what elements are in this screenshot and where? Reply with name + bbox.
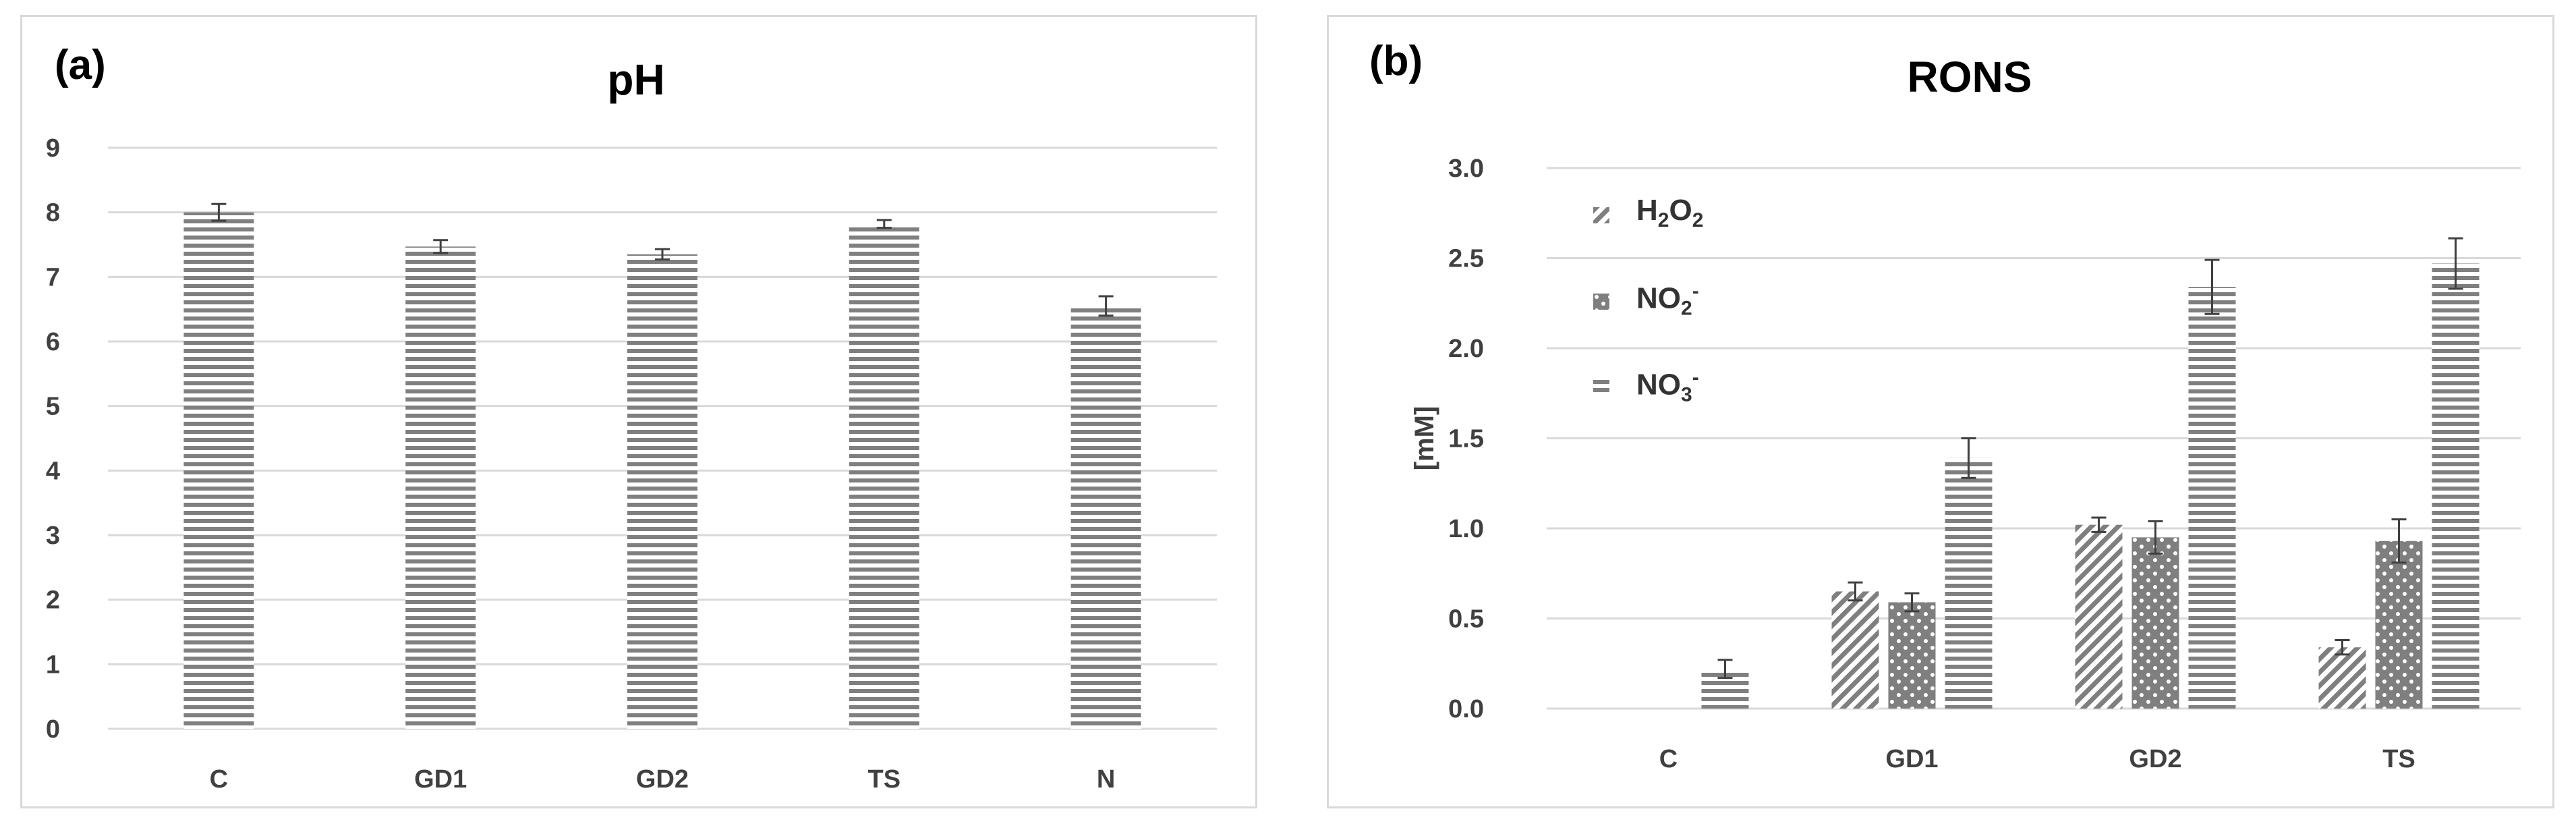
y-tick-label: 3.0 [1448,155,1484,183]
y-tick-label: 2.5 [1448,245,1484,273]
bar [1888,602,1936,709]
y-tick-label: 9 [46,134,60,163]
bar [1945,458,1993,709]
error-bar [1098,295,1114,317]
error-bar [2148,520,2163,555]
y-tick-label: 0.0 [1448,695,1484,723]
y-tick-label: 1 [46,651,60,679]
bar [2318,647,2366,709]
x-tick-label: C [1659,745,1678,773]
error-bar [1717,659,1733,680]
panel-label-a: (a) [55,42,106,88]
chart-title-ph: pH [607,55,665,104]
x-tick-label: GD1 [1885,745,1938,773]
ph-bar-chart: 0 1 2 3 4 5 6 7 8 9 C GD1 GD2 TS N [46,134,1217,794]
bar [2375,541,2423,709]
error-bar [876,219,892,229]
error-bar [211,202,227,222]
legend-swatch-no3 [1593,380,1609,396]
y-tick-label: 4 [46,457,60,485]
error-bar [2091,516,2107,533]
legend-swatch-no2 [1593,294,1609,310]
chart-panel-a: (a) pH 0 1 2 3 4 5 6 7 8 9 C GD1 GD2 TS N [20,15,1257,808]
y-tick-label: 0 [46,715,60,744]
x-tick-label: C [210,765,228,794]
error-bar [1848,581,1863,602]
bar [1831,591,1879,709]
x-tick-label: N [1097,765,1115,794]
bar [849,223,919,729]
y-tick-label: 1.5 [1448,425,1484,453]
error-bar [2391,518,2407,564]
panel-label-b: (b) [1369,38,1423,84]
error-bar [655,248,670,261]
y-tick-label: 2.0 [1448,335,1484,363]
error-bar [1961,437,1976,479]
y-tick-label: 1.0 [1448,515,1484,543]
error-bar [433,239,449,254]
y-tick-label: 7 [46,263,60,292]
bar [183,212,254,729]
x-tick-label: GD2 [636,765,689,794]
bar [627,254,697,729]
y-tick-label: 6 [46,328,60,356]
error-bar [1904,592,1920,613]
y-tick-label: 2 [46,586,60,615]
chart-title-rons: RONS [1907,53,2032,101]
bar [1070,306,1141,729]
bar [405,246,476,729]
x-tick-label: GD2 [2129,745,2181,773]
legend-label-h2o2: H2O2 [1636,194,1704,231]
y-tick-label: 0.5 [1448,605,1484,634]
x-tick-label: TS [2382,745,2415,773]
chart-panel-b: (b) RONS 0.0 0.5 1.0 1.5 2.0 2.5 3.0 [mM] C GD1 GD… [1327,15,2554,808]
error-bar [2335,639,2350,656]
error-bar [2448,237,2463,290]
bar [2188,287,2236,709]
legend-swatch-h2o2 [1593,207,1609,223]
legend-label-no2: NO2- [1636,280,1699,320]
x-tick-label: TS [868,765,901,794]
y-tick-label: 3 [46,522,60,550]
x-tick-label: GD1 [414,765,467,794]
bar [2432,263,2480,709]
y-tick-label: 5 [46,393,60,421]
legend-label-no3: NO3- [1636,366,1699,406]
rons-bar-chart: 0.0 0.5 1.0 1.5 2.0 2.5 3.0 [mM] C GD1 GD2 TS [1410,155,2521,773]
bar [2131,537,2179,709]
bar [2075,524,2123,709]
y-tick-label: 8 [46,199,60,227]
y-axis-label: [mM] [1410,406,1439,471]
error-bar [2204,258,2220,315]
